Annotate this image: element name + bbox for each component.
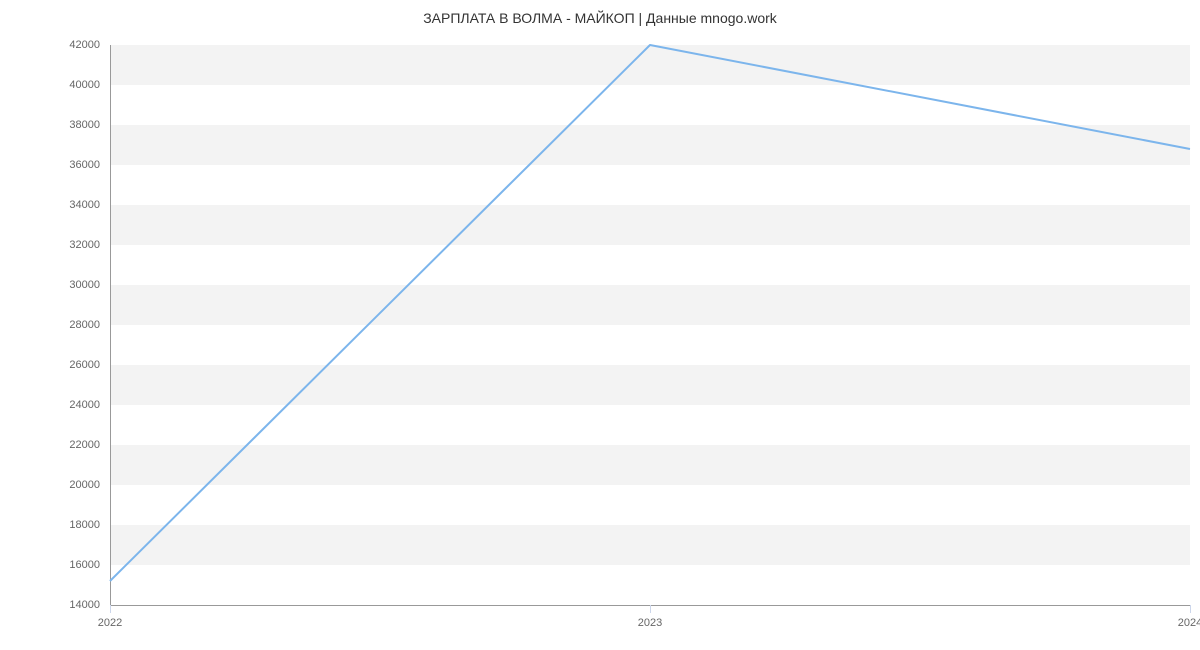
y-tick-label: 32000	[69, 239, 100, 251]
y-tick-label: 26000	[69, 359, 100, 371]
y-tick-label: 14000	[69, 599, 100, 611]
x-tick-label: 2022	[98, 617, 122, 629]
y-tick-label: 30000	[69, 279, 100, 291]
x-tick-label: 2024	[1178, 617, 1200, 629]
x-tick-mark	[650, 605, 651, 613]
y-tick-label: 16000	[69, 559, 100, 571]
plot-area: 1400016000180002000022000240002600028000…	[110, 45, 1190, 605]
y-tick-label: 36000	[69, 159, 100, 171]
y-tick-label: 20000	[69, 479, 100, 491]
y-tick-label: 28000	[69, 319, 100, 331]
y-tick-label: 40000	[69, 79, 100, 91]
x-tick-label: 2023	[638, 617, 662, 629]
y-tick-label: 42000	[69, 39, 100, 51]
salary-series-line	[110, 45, 1190, 581]
x-tick-mark	[1190, 605, 1191, 613]
y-tick-label: 24000	[69, 399, 100, 411]
y-tick-label: 38000	[69, 119, 100, 131]
y-tick-label: 34000	[69, 199, 100, 211]
y-tick-label: 22000	[69, 439, 100, 451]
salary-line-chart: ЗАРПЛАТА В ВОЛМА - МАЙКОП | Данные mnogo…	[0, 0, 1200, 650]
chart-title: ЗАРПЛАТА В ВОЛМА - МАЙКОП | Данные mnogo…	[0, 10, 1200, 26]
y-tick-label: 18000	[69, 519, 100, 531]
x-tick-mark	[110, 605, 111, 613]
